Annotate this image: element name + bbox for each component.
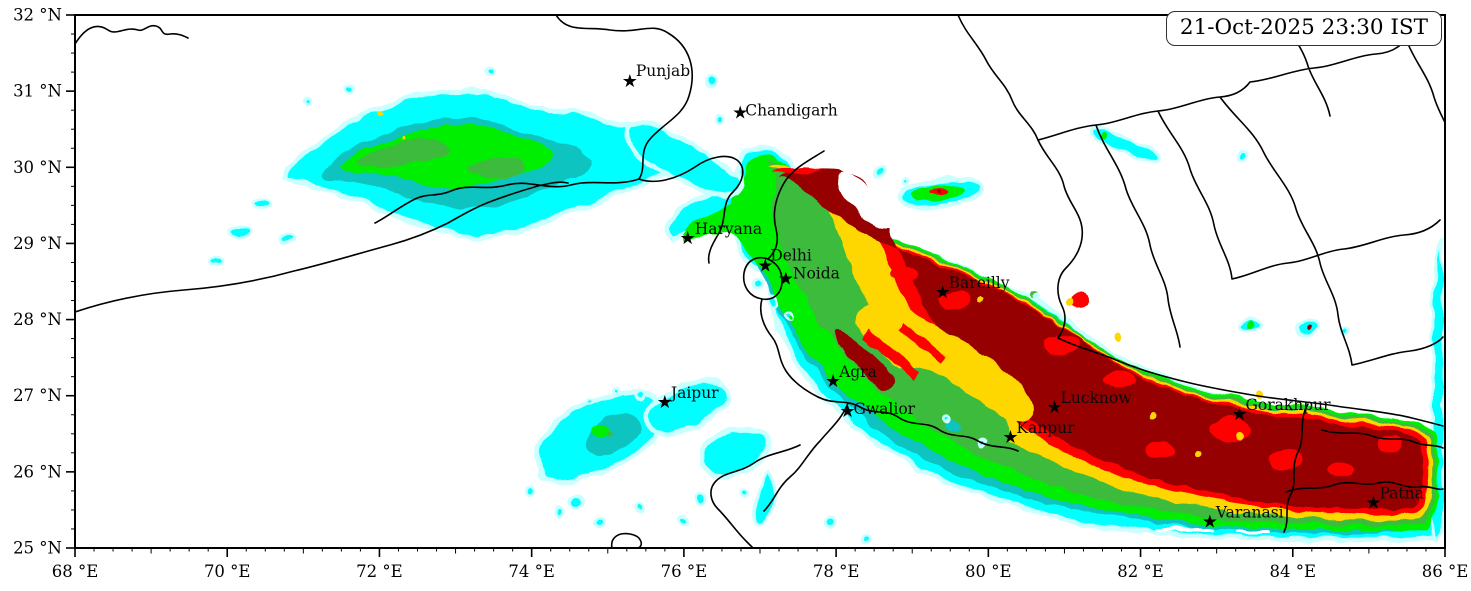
star-icon: ★ — [1002, 427, 1018, 448]
y-tick-label: 29 °N — [13, 234, 62, 253]
city-label: Punjab — [636, 62, 690, 80]
x-tick-label: 84 °E — [1270, 562, 1317, 581]
y-tick-label: 30 °N — [13, 158, 62, 177]
northeast-speckles — [1089, 126, 1351, 338]
boundary-lines — [75, 15, 1445, 548]
city-marker-delhi: ★Delhi — [757, 247, 812, 277]
timestamp-label: 21-Oct-2025 23:30 IST — [1179, 15, 1428, 40]
star-icon: ★ — [1046, 397, 1062, 418]
city-marker-noida: ★Noida — [778, 264, 840, 289]
y-tick-label: 26 °N — [13, 462, 62, 481]
x-tick-label: 72 °E — [356, 562, 403, 581]
star-icon: ★ — [778, 268, 794, 289]
valley-red-streak — [862, 330, 920, 380]
valley-green-patch — [891, 366, 1011, 446]
city-label: Agra — [838, 363, 877, 381]
star-icon: ★ — [1202, 511, 1218, 532]
x-tick-label: 68 °E — [52, 562, 99, 581]
star-icon: ★ — [732, 102, 748, 123]
city-label: Haryana — [695, 220, 762, 238]
bottom-white-streak2 — [1235, 530, 1271, 533]
x-tick-label: 82 °E — [1117, 562, 1164, 581]
border-punjab-inner — [374, 178, 640, 224]
city-marker-bareilly: ★Bareilly — [935, 274, 1010, 303]
city-marker-gwalior: ★Gwalior — [839, 400, 915, 422]
border-nepal-districts — [1037, 15, 1445, 366]
core-red-speckles — [891, 267, 1402, 478]
star-icon: ★ — [935, 282, 951, 303]
x-tick-label: 76 °E — [661, 562, 708, 581]
city-label: Noida — [793, 264, 840, 282]
border-bihar-lines — [1283, 403, 1444, 533]
city-marker-patna: ★Patna — [1365, 484, 1424, 513]
border-delhi-yamuna — [742, 150, 825, 398]
city-label: Jaipur — [669, 384, 719, 402]
city-marker-varanasi: ★Varanasi — [1202, 503, 1284, 532]
y-tick-label: 28 °N — [13, 310, 62, 329]
city-markers: ★Punjab★Chandigarh★Haryana★Delhi★Noida★B… — [622, 62, 1424, 532]
delhi-gap-speckles — [751, 278, 796, 324]
border-nepal-outer — [957, 15, 1444, 427]
star-icon: ★ — [657, 392, 673, 413]
border-himachal-lobe — [555, 15, 744, 264]
northwest-cluster — [208, 66, 744, 268]
y-tick-label: 27 °N — [13, 386, 62, 405]
city-label: Patna — [1379, 484, 1423, 502]
city-label: Varanasi — [1215, 503, 1284, 521]
valley-yellow-patch — [855, 301, 1033, 424]
y-axis-ticks: 25 °N 26 °N 27 °N 28 °N 29 °N 30 °N 31 °N 32 °N — [13, 6, 75, 558]
x-tick-label: 80 °E — [965, 562, 1012, 581]
white-notch — [838, 171, 899, 230]
border-mp-lines — [610, 396, 1019, 548]
x-tick-label: 86 °E — [1422, 562, 1469, 581]
city-marker-punjab: ★Punjab — [622, 62, 691, 92]
star-icon: ★ — [839, 401, 855, 422]
city-marker-agra: ★Agra — [825, 363, 877, 392]
city-label: Gwalior — [854, 400, 916, 418]
star-icon: ★ — [1231, 404, 1247, 425]
x-tick-label: 78 °E — [813, 562, 860, 581]
valley-darkred-streak — [833, 329, 895, 389]
contour-field — [208, 66, 1445, 546]
valley-red-streak2 — [897, 322, 946, 362]
star-icon: ★ — [825, 371, 841, 392]
border-rajasthan — [75, 181, 569, 313]
city-label: Gorakhpur — [1246, 396, 1332, 414]
timestamp-badge: 21-Oct-2025 23:30 IST — [1165, 11, 1442, 46]
city-label: Delhi — [770, 247, 812, 265]
x-axis-ticks: 68 °E 70 °E 72 °E 74 °E 76 °E 78 °E 80 °E 82 °E… — [52, 548, 1469, 581]
city-label: Kanpur — [1016, 419, 1075, 437]
city-marker-jaipur: ★Jaipur — [657, 384, 719, 413]
notch-cyan-dot — [874, 166, 886, 178]
star-icon: ★ — [757, 256, 773, 277]
isolated-north-blob — [896, 176, 986, 210]
y-tick-label: 32 °N — [13, 6, 62, 25]
southwest-patches — [523, 377, 871, 546]
star-icon: ★ — [680, 228, 696, 249]
city-marker-gorakhpur: ★Gorakhpur — [1231, 396, 1331, 425]
y-tick-label: 25 °N — [13, 539, 62, 558]
city-marker-kanpur: ★Kanpur — [1002, 419, 1075, 448]
bottom-white-streak — [1155, 527, 1215, 531]
x-tick-label: 70 °E — [204, 562, 251, 581]
city-label: Bareilly — [949, 274, 1010, 292]
star-icon: ★ — [1365, 492, 1381, 513]
valley-cyan-dot — [941, 415, 951, 425]
city-marker-haryana: ★Haryana — [680, 220, 762, 249]
city-label: Lucknow — [1061, 389, 1133, 407]
star-icon: ★ — [622, 71, 638, 92]
city-label: Chandigarh — [745, 101, 838, 119]
plume-level-dark-red — [778, 169, 1423, 510]
city-marker-lucknow: ★Lucknow — [1046, 389, 1132, 418]
notch-cyan-dot2 — [900, 177, 910, 187]
border-topleft — [75, 24, 189, 45]
x-tick-label: 74 °E — [508, 562, 555, 581]
y-tick-label: 31 °N — [13, 82, 62, 101]
city-marker-chandigarh: ★Chandigarh — [732, 101, 838, 123]
